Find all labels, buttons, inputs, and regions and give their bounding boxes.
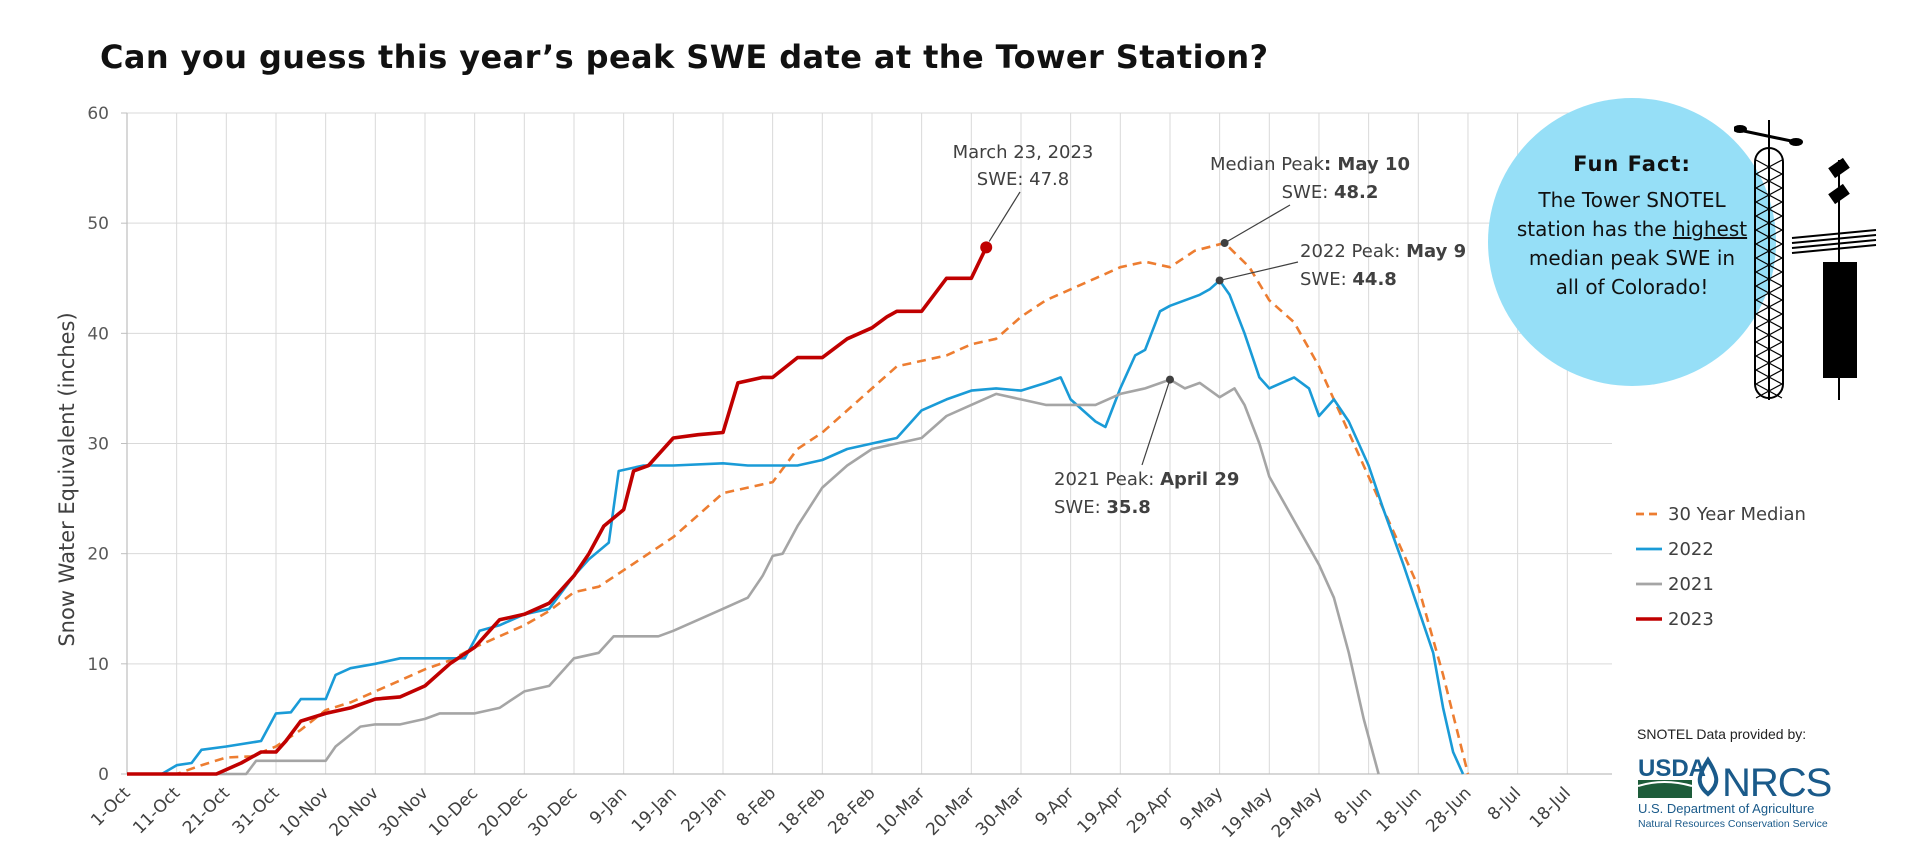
annotation-2022-peak: 2022 Peak: May 9: [1300, 241, 1466, 262]
x-tick-label: 28-Jun: [1422, 783, 1475, 836]
credit-text: SNOTEL Data provided by:: [1637, 726, 1807, 742]
x-tick-label: 30-Dec: [524, 783, 581, 840]
x-tick-label: 8-Jul: [1484, 783, 1525, 824]
x-tick-label: 10-Dec: [425, 783, 482, 840]
y-tick-label: 30: [87, 435, 109, 455]
fun-fact-title: Fun Fact:: [1573, 152, 1691, 176]
series-line-2021: [127, 378, 1380, 776]
agency-name-2: Natural Resources Conservation Service: [1638, 818, 1828, 830]
point-2021-peak: [1165, 375, 1174, 384]
data-credit: SNOTEL Data provided by:: [1637, 726, 1806, 742]
leader-2023: [988, 191, 1021, 242]
chart-title: Can you guess this year’s peak SWE date …: [100, 38, 1269, 76]
x-tick-label: 29-May: [1268, 783, 1327, 842]
fun-fact-bubble: Fun Fact: The Tower SNOTEL station has t…: [1488, 98, 1776, 386]
x-tick-label: 18-Feb: [775, 783, 830, 838]
x-tick-label: 29-Apr: [1123, 783, 1177, 837]
y-axis-label: Snow Water Equivalent (inches): [55, 312, 79, 646]
grid-lines: [126, 112, 1612, 775]
x-tick-label: 28-Feb: [824, 783, 879, 838]
fun-fact-text-b: median peak SWE in all of Colorado!: [1528, 246, 1736, 299]
fun-fact-emphasis: highest: [1672, 217, 1748, 241]
x-tick-label: 10-Mar: [873, 783, 929, 839]
leader-median: [1224, 204, 1291, 244]
annotation-median-swe: SWE: 48.2: [1282, 182, 1379, 203]
axes: 0 10 20 30 40 50 60 1-Oct11-Oct21-Oct31-Oct10-N…: [55, 104, 1612, 842]
snotel-tower-icon: [1734, 120, 1877, 400]
usda-logo-text: USDA: [1638, 755, 1706, 782]
annotation-2023-date: March 23, 2023: [953, 142, 1094, 163]
x-tick-label: 29-Jan: [678, 783, 731, 836]
x-tick-label: 19-Apr: [1074, 783, 1128, 837]
x-tick-label: 8-Feb: [733, 783, 780, 830]
x-tick-label: 10-Nov: [276, 783, 333, 840]
y-tick-label: 40: [87, 324, 109, 344]
x-tick-label: 20-Mar: [922, 783, 978, 839]
x-tick-label: 9-Jan: [586, 783, 631, 828]
x-tick-label: 9-Apr: [1032, 783, 1079, 830]
y-tick-label: 60: [87, 104, 109, 124]
x-tick-label: 20-Nov: [326, 783, 383, 840]
x-tick-label: 30-Mar: [972, 783, 1028, 839]
annotation-median-peak: Median Peak: May 10: [1210, 154, 1410, 175]
marker-2023-latest: [980, 241, 993, 254]
fun-fact-text-a: The Tower SNOTEL station has the: [1516, 188, 1726, 241]
x-tick-label: 19-May: [1218, 783, 1277, 842]
x-tick-label: 31-Oct: [229, 783, 284, 838]
annotation-2021-peak: 2021 Peak: April 29: [1054, 469, 1239, 490]
fun-fact-body: The Tower SNOTEL station has the highest…: [1516, 186, 1748, 302]
y-tick-label: 20: [87, 545, 109, 565]
usda-nrcs-logo: USDA NRCS U.S. Department of Agriculture…: [1637, 755, 1832, 830]
leader-2021: [1141, 379, 1171, 466]
agency-name-1: U.S. Department of Agriculture: [1638, 801, 1814, 816]
legend-label-3: 2023: [1668, 609, 1714, 630]
series-line-2023: [127, 246, 988, 776]
y-tick-label: 50: [87, 214, 109, 234]
leader-2022: [1219, 261, 1299, 282]
x-tick-label: 21-Oct: [179, 783, 234, 838]
y-tick-label: 10: [87, 655, 109, 675]
x-tick-label: 18-Jun: [1373, 783, 1426, 836]
annotation-2022-swe: SWE: 44.8: [1300, 269, 1397, 290]
legend-label-2: 2021: [1668, 574, 1714, 595]
x-tick-label: 18-Jul: [1526, 783, 1575, 832]
series-line-2022: [127, 279, 1465, 776]
annotations: March 23, 2023 SWE: 47.8 Median Peak: May …: [953, 142, 1466, 518]
x-tick-label: 11-Oct: [129, 783, 184, 838]
x-tick-label: 8-Jun: [1331, 783, 1377, 829]
legend: 30 Year Median 2022 2021 2023: [1636, 504, 1806, 630]
x-tick-label: 30-Nov: [375, 783, 432, 840]
x-tick-label: 19-Jan: [628, 783, 681, 836]
series-lines: [127, 241, 1470, 776]
x-tick-label: 1-Oct: [87, 783, 134, 830]
point-median-peak: [1220, 238, 1229, 247]
annotation-2023-swe: SWE: 47.8: [977, 169, 1069, 190]
x-tick-label: 20-Dec: [475, 783, 532, 840]
annotation-2021-swe: SWE: 35.8: [1054, 497, 1151, 518]
legend-label-0: 30 Year Median: [1668, 504, 1806, 525]
y-tick-label: 0: [98, 765, 109, 785]
point-2022-peak: [1215, 276, 1224, 285]
legend-label-1: 2022: [1668, 539, 1714, 560]
nrcs-logo-text: NRCS: [1722, 761, 1831, 805]
